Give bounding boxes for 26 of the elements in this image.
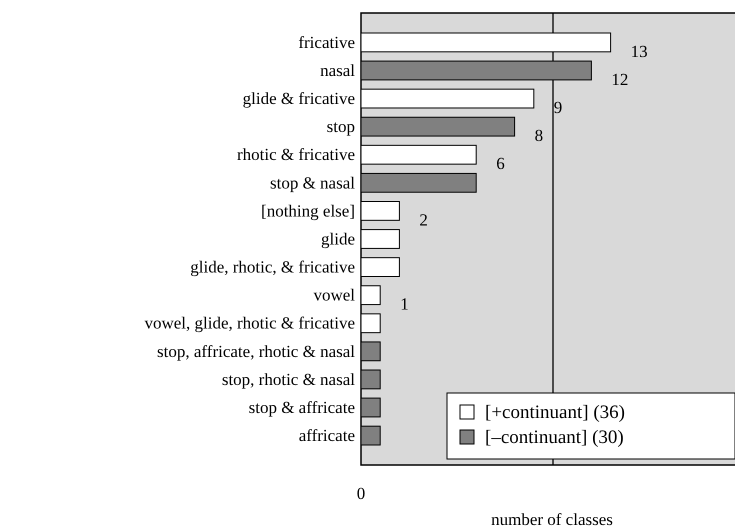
y-tick-label: vowel bbox=[313, 286, 356, 305]
data-label: 2 bbox=[419, 210, 428, 230]
y-tick-label: stop & affricate bbox=[248, 398, 355, 417]
data-label: 9 bbox=[554, 98, 562, 117]
y-tick-label: [nothing else] bbox=[261, 201, 355, 220]
y-tick-label: stop & nasal bbox=[270, 173, 356, 192]
y-tick-label: glide bbox=[321, 229, 355, 248]
x-axis-title: number of classes bbox=[491, 510, 613, 529]
text: 0 bbox=[356, 484, 366, 503]
y-tick-label: stop, affricate, rhotic & nasal bbox=[157, 342, 356, 361]
legend-label: [–continuant] (30) bbox=[485, 427, 624, 448]
y-tick-label: stop bbox=[326, 117, 355, 136]
data-label: 13 bbox=[630, 42, 648, 61]
y-tick-label: rhotic & fricative bbox=[236, 145, 355, 164]
y-tick-label: affricate bbox=[298, 426, 355, 446]
y-tick-label: fricative bbox=[298, 32, 355, 52]
y-tick-label: glide & fricative bbox=[242, 89, 355, 108]
y-tick-label: nasal bbox=[320, 60, 356, 80]
y-tick-label: vowel, glide, rhotic & fricative bbox=[144, 314, 355, 333]
data-label: 12 bbox=[611, 70, 628, 89]
data-label: 8 bbox=[534, 126, 544, 146]
legend-label: [+continuant] (36) bbox=[485, 402, 625, 423]
data-label: 1 bbox=[400, 294, 409, 314]
y-tick-label: glide, rhotic, & fricative bbox=[190, 258, 355, 277]
data-label: 6 bbox=[496, 154, 505, 174]
y-tick-label: stop, rhotic & nasal bbox=[222, 370, 356, 389]
